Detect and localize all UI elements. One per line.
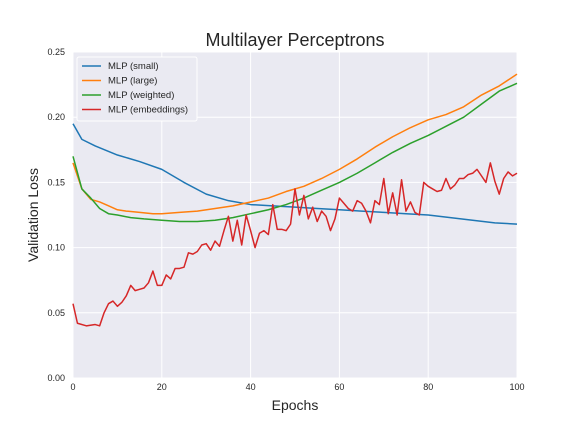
x-tick-label: 80 [423, 382, 433, 392]
legend-label-0: MLP (small) [108, 61, 159, 72]
x-tick-label: 20 [157, 382, 167, 392]
x-tick-label: 40 [246, 382, 256, 392]
legend-label-2: MLP (weighted) [108, 90, 174, 101]
x-tick-label: 100 [509, 382, 524, 392]
x-tick-label: 60 [334, 382, 344, 392]
y-tick-label: 0.25 [47, 47, 65, 57]
y-tick-label: 0.05 [47, 308, 65, 318]
x-axis-label: Epochs [272, 397, 319, 413]
x-tick-labels: 0 20 40 60 80 100 [70, 382, 524, 392]
legend-label-1: MLP (large) [108, 76, 157, 87]
legend-label-3: MLP (embeddings) [108, 105, 188, 116]
chart-title: Multilayer Perceptrons [205, 30, 384, 50]
y-tick-label: 0.10 [47, 243, 65, 253]
y-tick-label: 0.15 [47, 177, 65, 187]
y-axis-label: Validation Loss [25, 168, 41, 262]
y-tick-label: 0.20 [47, 112, 65, 122]
x-tick-label: 0 [70, 382, 75, 392]
y-tick-labels: 0.00 0.05 0.10 0.15 0.20 0.25 [47, 47, 65, 383]
legend: MLP (small) MLP (large) MLP (weighted) MLP … [77, 57, 197, 121]
y-tick-label: 0.00 [47, 373, 65, 383]
